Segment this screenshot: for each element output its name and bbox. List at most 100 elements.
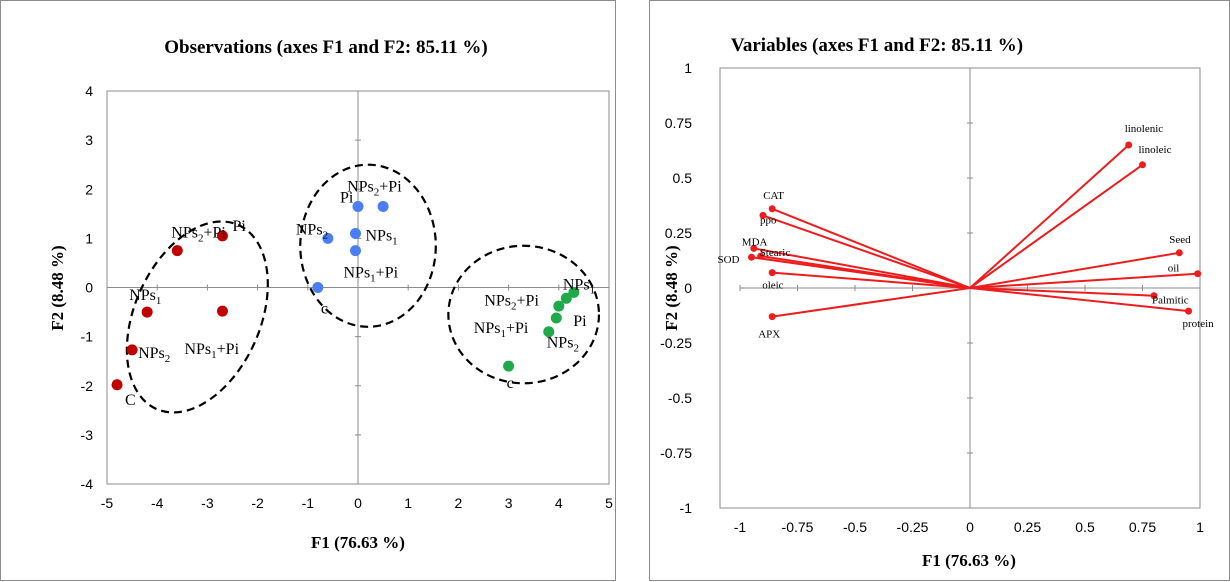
observation-point	[216, 230, 228, 242]
observation-point-label: NPs2​	[138, 345, 170, 365]
observations-x-tick-label: -3	[201, 495, 214, 511]
observations-x-tick-label: -4	[151, 495, 164, 511]
variable-label: SOD	[718, 254, 740, 266]
variables-x-tick-label: 1	[1196, 519, 1204, 535]
variable-vector-sod	[751, 256, 971, 289]
observation-point	[111, 379, 123, 391]
variable-vector-mda	[753, 247, 971, 289]
observation-point-label: C	[125, 392, 136, 409]
variable-label: APX	[758, 329, 780, 341]
observation-point-label: NPs2​	[547, 335, 579, 355]
variables-x-tick-label: 0.25	[1014, 519, 1041, 535]
observations-y-tick-label: -3	[81, 427, 94, 443]
observation-point	[568, 286, 580, 298]
observation-point	[503, 360, 515, 372]
variable-vector-tip	[1150, 292, 1158, 300]
variables-y-tick-label: 0	[684, 280, 692, 296]
variable-label: Seed	[1169, 234, 1191, 246]
variable-vector-palmitic	[969, 287, 1155, 297]
observation-point-label: Pi	[340, 189, 354, 206]
variables-y-tick-label: 0.25	[665, 225, 692, 241]
variable-vector-tip	[768, 205, 776, 213]
variable-label: oleic	[762, 280, 783, 292]
variable-vector-tip	[1175, 249, 1183, 257]
observation-point	[312, 282, 324, 293]
observation-point-label: c	[321, 301, 328, 318]
observation-point-label: NPs2​+Pi	[484, 292, 539, 312]
observations-x-tick-label: -5	[101, 495, 114, 511]
variable-label: linolenic	[1125, 123, 1164, 135]
variable-vector-tip	[1194, 270, 1202, 278]
observations-y-tick-label: 1	[85, 230, 93, 246]
observation-point-label: NPs1​+Pi	[474, 320, 529, 340]
variable-vector-ppo	[762, 214, 971, 289]
variables-x-tick-label: 0.5	[1075, 519, 1095, 535]
observation-point	[553, 300, 565, 312]
observation-point	[543, 326, 555, 338]
observation-point-label: Pi	[232, 218, 246, 235]
variables-x-tick-label: -0.75	[782, 519, 814, 535]
variable-vector-tip	[759, 211, 767, 219]
observations-x-tick-label: 1	[404, 495, 412, 511]
variables-x-tick-label: 0.75	[1129, 519, 1156, 535]
observations-chart-title: Observations (axes F1 and F2: 85.11 %)	[164, 37, 488, 58]
observations-y-tick-label: 2	[85, 181, 93, 197]
observation-point-label: NPs1​	[129, 287, 161, 307]
variables-x-tick-label: 0	[966, 519, 974, 535]
observations-x-tick-label: 4	[555, 495, 563, 511]
variable-label: MDA	[742, 236, 768, 248]
variables-x-tick-label: -0.25	[897, 519, 929, 535]
variables-y-tick-label: -0.5	[668, 390, 692, 406]
observation-point-label: NPs2​+Pi	[347, 178, 402, 198]
observations-y-tick-label: 4	[85, 83, 93, 99]
observations-chart-panel: Observations (axes F1 and F2: 85.11 %) -…	[0, 0, 616, 581]
observation-point	[560, 292, 572, 304]
variable-vector-apx	[772, 287, 971, 318]
variables-x-axis-label: F1 (76.63 %)	[922, 551, 1016, 570]
observations-x-tick-label: 2	[455, 495, 463, 511]
variable-vector-oil	[969, 272, 1198, 289]
variable-vector-protein	[969, 287, 1189, 313]
variable-vector-oleic	[772, 271, 971, 289]
observations-y-tick-label: -2	[81, 378, 94, 394]
observations-x-tick-label: -2	[251, 495, 264, 511]
cluster-ellipse-3	[447, 244, 601, 385]
variables-y-tick-label: 1	[684, 60, 692, 76]
observations-y-tick-label: 3	[85, 132, 93, 148]
variable-label: Stearic	[760, 247, 791, 259]
variables-y-tick-label: -0.75	[660, 445, 692, 461]
observation-point	[349, 227, 361, 239]
variable-vector-cat	[771, 207, 971, 289]
observation-point	[216, 305, 228, 317]
observations-y-tick-label: -1	[81, 329, 94, 345]
observation-point-label: NPs1​+Pi	[184, 341, 239, 361]
observation-point	[377, 200, 389, 212]
observation-point	[141, 306, 153, 318]
observation-point	[126, 344, 138, 356]
observation-point	[349, 245, 361, 257]
variables-x-tick-label: -1	[734, 519, 747, 535]
variable-vector-tip	[1185, 307, 1192, 315]
observations-x-tick-label: -1	[302, 495, 315, 511]
observation-point	[322, 232, 334, 244]
variable-vector-linolenic	[969, 144, 1130, 289]
variable-vector-tip	[748, 253, 755, 261]
observation-point	[352, 200, 364, 212]
variable-label: protein	[1183, 318, 1215, 330]
variables-x-tick-label: -0.5	[843, 519, 867, 535]
variable-label: oil	[1168, 263, 1180, 275]
variable-label: CAT	[763, 190, 784, 202]
observation-point-label: NPs1​	[365, 227, 397, 247]
observations-x-tick-label: 3	[505, 495, 513, 511]
observation-point-label: c	[507, 375, 514, 392]
observation-point-label: NPs1​+Pi	[343, 265, 398, 285]
observation-point-label: NPs1​	[563, 276, 595, 296]
variables-y-tick-label: 0.5	[673, 170, 693, 186]
variable-vector-seed	[969, 251, 1180, 289]
observations-x-axis-label: F1 (76.63 %)	[311, 533, 405, 552]
variables-chart-title: Variables (axes F1 and F2: 85.11 %)	[731, 35, 1023, 56]
observations-y-tick-label: 0	[85, 280, 93, 296]
variables-y-tick-label: -1	[680, 500, 693, 516]
variables-y-tick-label: -0.25	[660, 335, 692, 351]
cluster-ellipse-2	[299, 163, 437, 328]
